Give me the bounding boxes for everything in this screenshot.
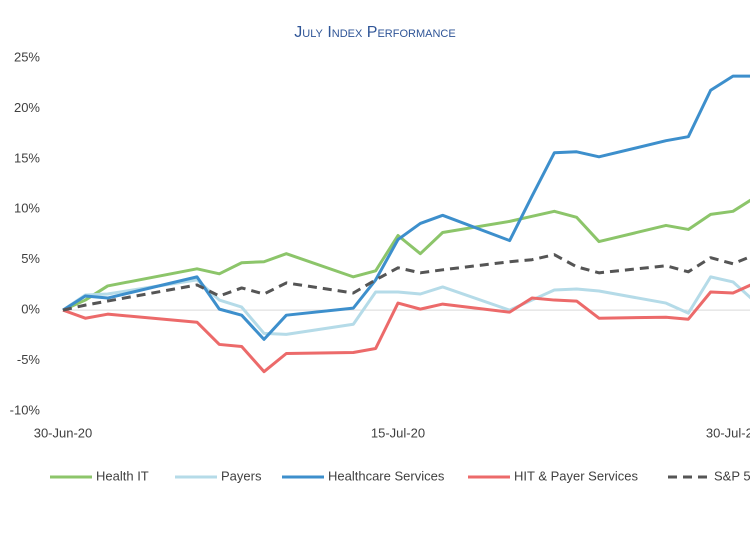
legend-label: S&P 500 — [714, 468, 750, 483]
y-tick-label: 20% — [14, 100, 40, 115]
x-tick-label: 15-Jul-20 — [371, 425, 425, 440]
y-tick-label: 25% — [14, 49, 40, 64]
y-tick-label: 10% — [14, 201, 40, 216]
x-tick-label: 30-Jul-20 — [706, 425, 750, 440]
series-line — [62, 74, 750, 341]
series-line — [62, 198, 750, 312]
series-line — [62, 253, 750, 312]
y-tick-label: -5% — [17, 352, 41, 367]
y-tick-label: 0% — [21, 302, 40, 317]
legend-label: HIT & Payer Services — [514, 468, 639, 483]
series-line — [62, 283, 750, 374]
y-tick-label: 15% — [14, 150, 40, 165]
x-tick-label: 30-Jun-20 — [34, 425, 93, 440]
y-tick-label: -10% — [10, 402, 41, 417]
legend-label: Healthcare Services — [328, 468, 445, 483]
y-tick-label: 5% — [21, 251, 40, 266]
legend-label: Health IT — [96, 468, 149, 483]
chart-title: July Index Performance — [294, 24, 455, 41]
legend-label: Payers — [221, 468, 262, 483]
